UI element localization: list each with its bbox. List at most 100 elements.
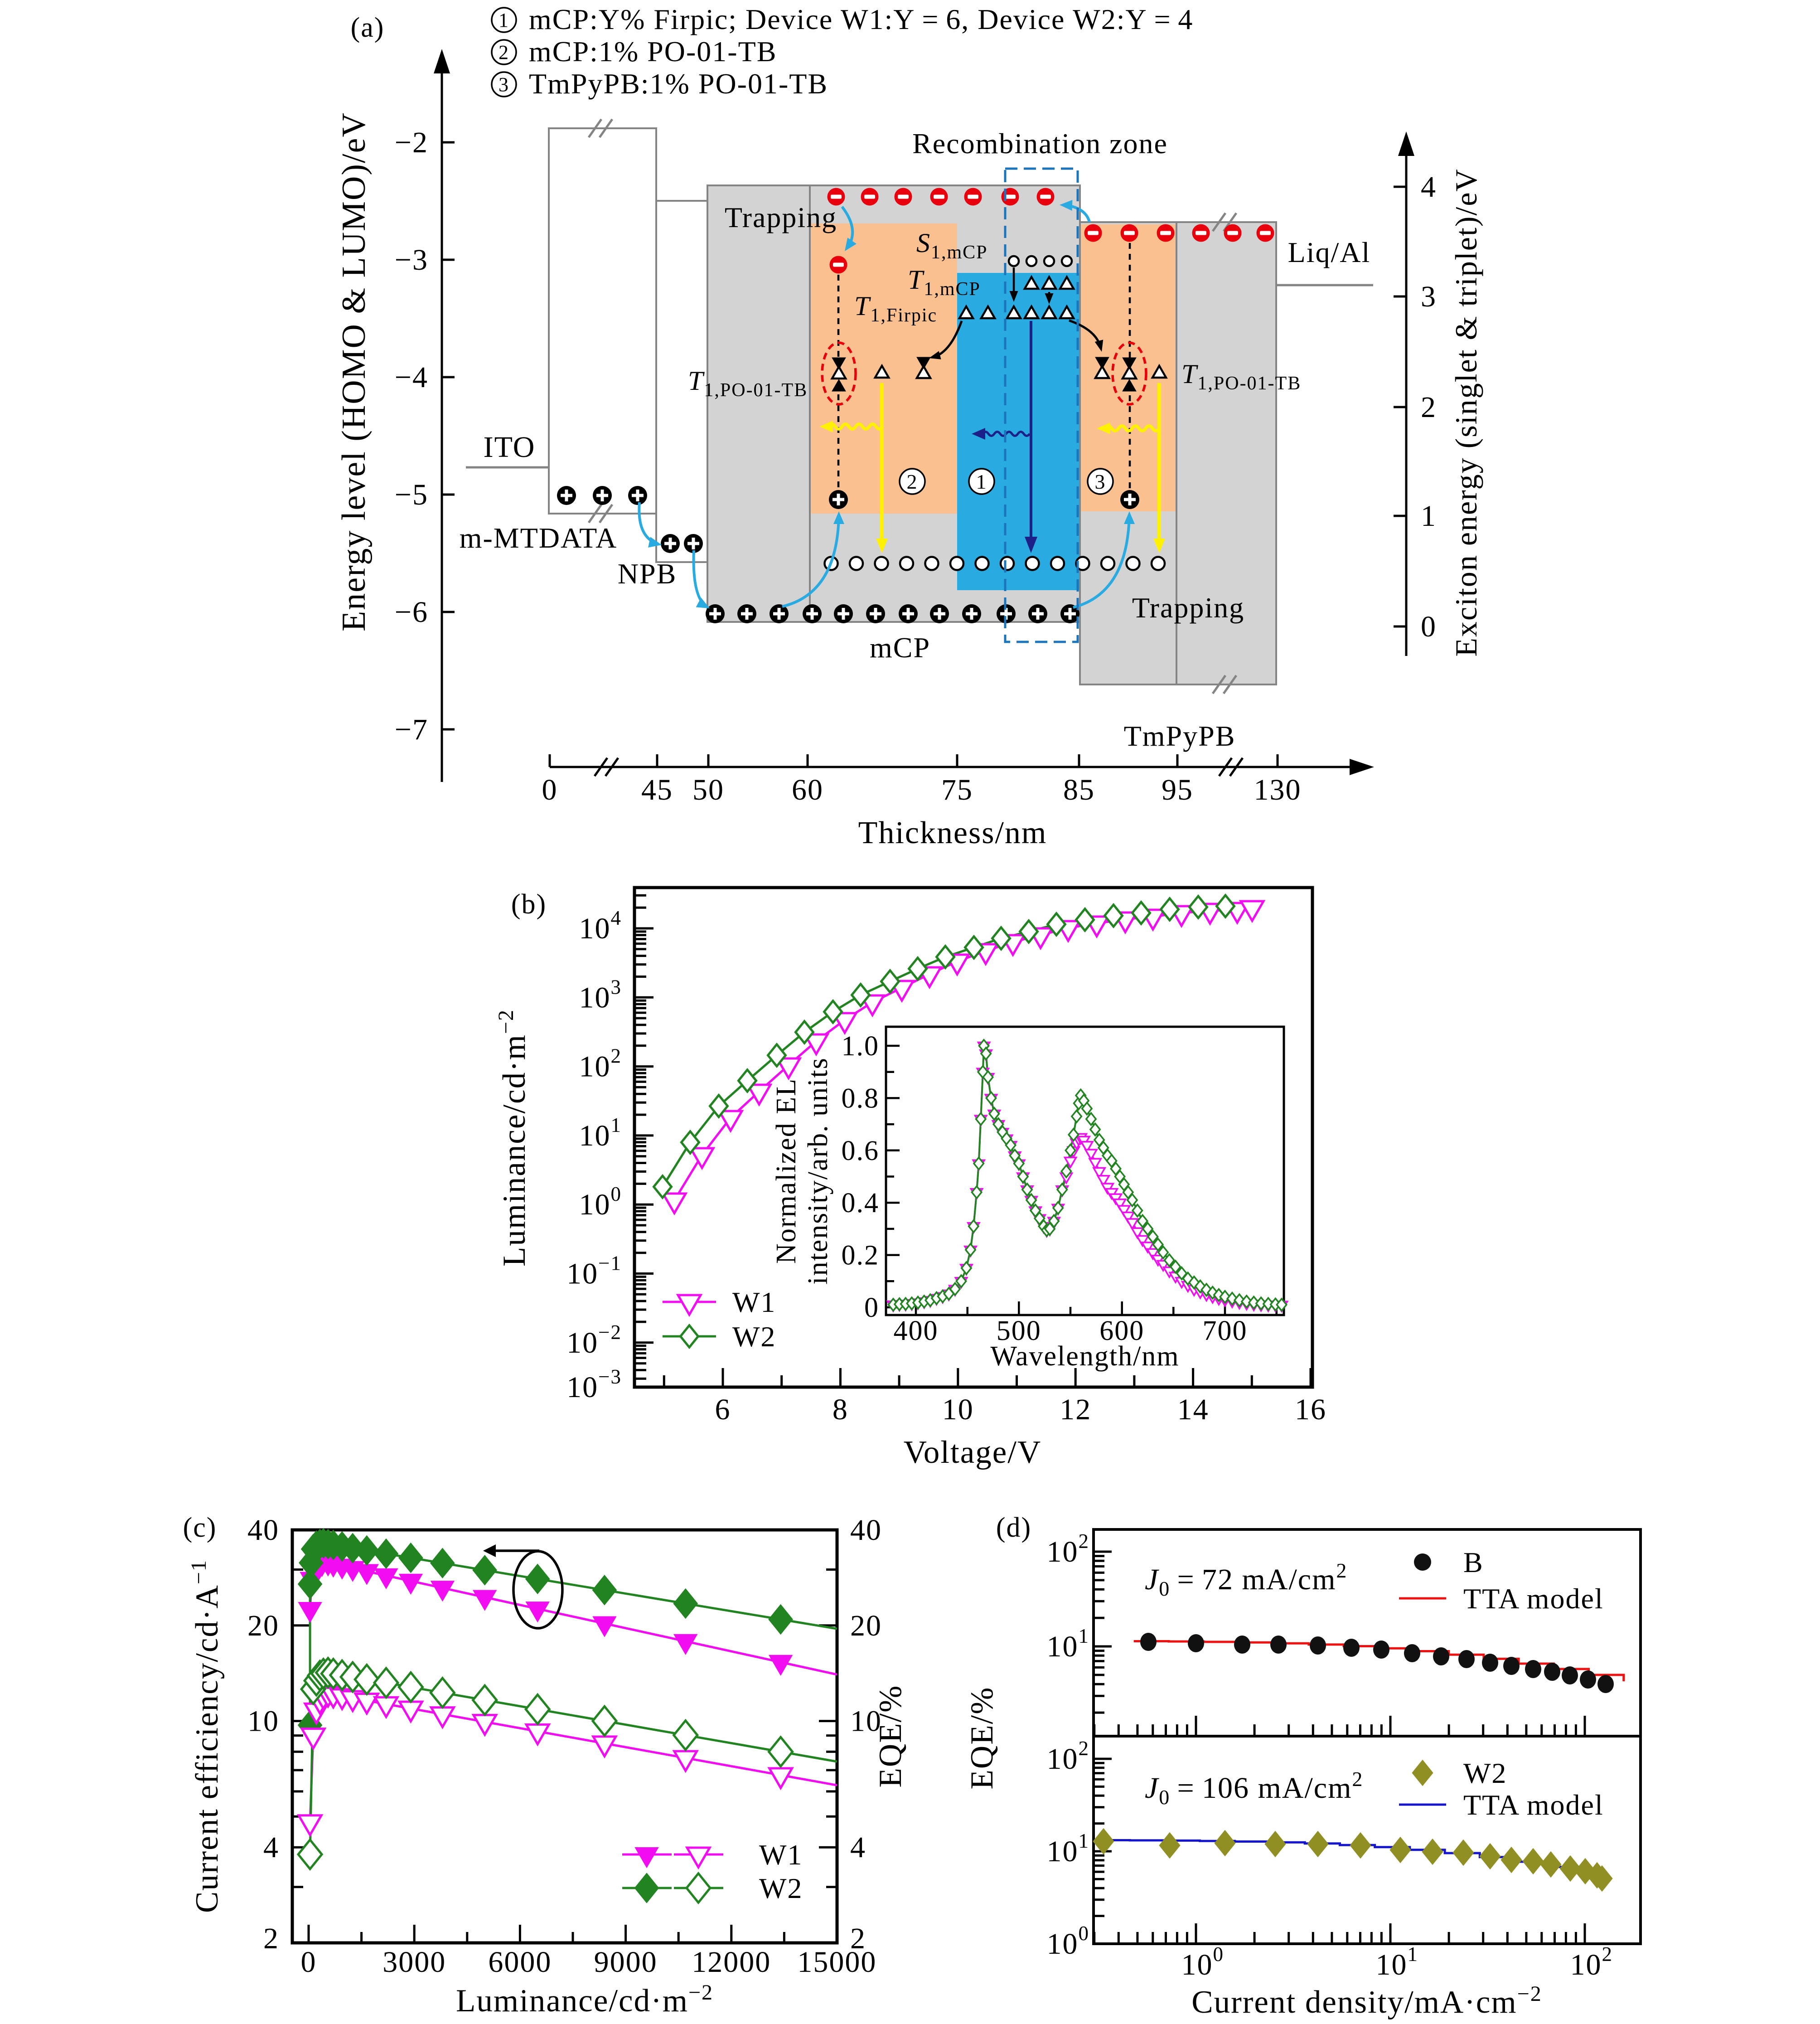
svg-text:−4: −4 xyxy=(395,361,428,394)
svg-text:0: 0 xyxy=(301,1946,317,1979)
svg-text:12000: 12000 xyxy=(692,1946,771,1979)
svg-text:−3: −3 xyxy=(395,243,428,277)
svg-text:700: 700 xyxy=(1203,1315,1248,1346)
svg-text:TTA model: TTA model xyxy=(1463,1582,1604,1615)
svg-text:4: 4 xyxy=(263,1831,279,1864)
svg-text:W2: W2 xyxy=(732,1320,776,1353)
svg-text:15000: 15000 xyxy=(797,1946,876,1979)
svg-text:0.8: 0.8 xyxy=(842,1083,880,1114)
svg-text:1: 1 xyxy=(1421,500,1437,533)
svg-text:0: 0 xyxy=(542,773,558,806)
svg-text:Luminance/cd·m−2: Luminance/cd·m−2 xyxy=(494,1009,532,1267)
svg-text:16: 16 xyxy=(1295,1393,1326,1426)
svg-text:T1,PO-01-TB: T1,PO-01-TB xyxy=(688,366,808,401)
svg-text:4: 4 xyxy=(850,1831,866,1864)
svg-text:mCP: mCP xyxy=(870,631,930,664)
svg-text:400: 400 xyxy=(894,1315,939,1346)
svg-text:(c): (c) xyxy=(183,1512,217,1543)
svg-text:3000: 3000 xyxy=(382,1946,446,1979)
svg-text:600: 600 xyxy=(1099,1315,1144,1346)
svg-text:Exciton energy (singlet & trip: Exciton energy (singlet & triplet)/eV xyxy=(1449,168,1483,656)
svg-text:2: 2 xyxy=(850,1922,866,1955)
svg-text:intensity/arb. units: intensity/arb. units xyxy=(803,1057,833,1285)
svg-text:95: 95 xyxy=(1162,773,1193,806)
svg-text:−7: −7 xyxy=(395,713,428,746)
svg-text:TTA model: TTA model xyxy=(1463,1789,1604,1821)
svg-text:W1: W1 xyxy=(732,1286,776,1318)
svg-text:−5: −5 xyxy=(395,478,428,511)
svg-text:4: 4 xyxy=(1421,170,1437,204)
svg-text:Thickness/nm: Thickness/nm xyxy=(858,815,1047,850)
svg-text:0.2: 0.2 xyxy=(842,1240,880,1271)
svg-text:60: 60 xyxy=(792,773,823,806)
svg-text:m-MTDATA: m-MTDATA xyxy=(460,522,618,554)
svg-text:3: 3 xyxy=(1421,280,1437,313)
svg-text:1.0: 1.0 xyxy=(842,1031,880,1062)
svg-text:T1,mCP: T1,mCP xyxy=(908,265,981,300)
svg-text:Energy level (HOMO & LUMO)/eV: Energy level (HOMO & LUMO)/eV xyxy=(335,112,373,631)
svg-text:50: 50 xyxy=(692,773,724,806)
svg-text:Normalized EL: Normalized EL xyxy=(771,1078,802,1264)
svg-text:0.6: 0.6 xyxy=(842,1136,880,1166)
svg-text:20: 20 xyxy=(850,1609,882,1642)
svg-text:J0 = 72 mA/cm2: J0 = 72 mA/cm2 xyxy=(1145,1559,1347,1600)
svg-text:Trapping: Trapping xyxy=(1132,592,1244,624)
svg-text:14: 14 xyxy=(1177,1393,1209,1426)
svg-text:1: 1 xyxy=(976,470,987,493)
svg-text:2: 2 xyxy=(907,470,918,493)
svg-text:75: 75 xyxy=(941,773,973,806)
svg-text:0.4: 0.4 xyxy=(842,1188,880,1218)
svg-text:(a): (a) xyxy=(351,12,385,43)
svg-text:B: B xyxy=(1463,1546,1484,1578)
svg-text:(b): (b) xyxy=(511,889,547,920)
svg-text:6000: 6000 xyxy=(488,1946,552,1979)
svg-text:W1: W1 xyxy=(759,1839,803,1871)
svg-text:500: 500 xyxy=(997,1315,1041,1346)
svg-text:2: 2 xyxy=(1421,391,1437,424)
svg-text:EQE/%: EQE/% xyxy=(964,1687,1000,1790)
svg-text:T1,Firpic: T1,Firpic xyxy=(854,291,937,326)
svg-text:(d): (d) xyxy=(996,1512,1031,1543)
svg-text:0: 0 xyxy=(1421,610,1437,643)
svg-text:2: 2 xyxy=(263,1922,279,1955)
svg-text:mCP:1% PO-01-TB: mCP:1% PO-01-TB xyxy=(529,35,777,68)
svg-text:−2: −2 xyxy=(395,126,428,159)
svg-text:TmPyPB: TmPyPB xyxy=(1124,720,1236,752)
svg-text:T1,PO-01-TB: T1,PO-01-TB xyxy=(1181,359,1301,394)
svg-text:1: 1 xyxy=(499,9,509,31)
svg-text:Current density/mA·cm−2: Current density/mA·cm−2 xyxy=(1191,1982,1542,2020)
svg-text:130: 130 xyxy=(1254,773,1302,806)
svg-text:Liq/Al: Liq/Al xyxy=(1288,236,1371,268)
svg-text:10: 10 xyxy=(850,1705,882,1738)
svg-text:20: 20 xyxy=(247,1609,279,1642)
svg-text:Recombination zone: Recombination zone xyxy=(912,127,1168,160)
svg-text:10: 10 xyxy=(942,1393,974,1426)
svg-text:40: 40 xyxy=(850,1514,882,1547)
svg-text:NPB: NPB xyxy=(618,558,677,590)
svg-text:Trapping: Trapping xyxy=(725,201,837,233)
svg-text:−6: −6 xyxy=(395,596,428,629)
svg-text:102: 102 xyxy=(1570,1943,1613,1981)
svg-text:45: 45 xyxy=(641,773,673,806)
svg-text:Voltage/V: Voltage/V xyxy=(904,1435,1042,1470)
svg-text:S1,mCP: S1,mCP xyxy=(916,228,988,263)
svg-text:10: 10 xyxy=(247,1705,279,1738)
svg-text:0: 0 xyxy=(864,1292,879,1323)
svg-text:ITO: ITO xyxy=(484,431,536,464)
svg-text:3: 3 xyxy=(499,73,509,96)
svg-text:Current efficiency/cd·A−1: Current efficiency/cd·A−1 xyxy=(187,1559,225,1913)
svg-text:102: 102 xyxy=(1047,1530,1090,1568)
svg-text:TmPyPB:1% PO-01-TB: TmPyPB:1% PO-01-TB xyxy=(529,68,828,100)
svg-text:85: 85 xyxy=(1063,773,1095,806)
svg-text:Luminance/cd·m−2: Luminance/cd·m−2 xyxy=(456,1980,713,2019)
svg-text:W2: W2 xyxy=(1463,1757,1507,1789)
svg-text:Wavelength/nm: Wavelength/nm xyxy=(990,1341,1179,1372)
svg-text:3: 3 xyxy=(1095,470,1106,493)
svg-text:8: 8 xyxy=(833,1393,848,1426)
svg-text:J0 = 106 mA/cm2: J0 = 106 mA/cm2 xyxy=(1145,1767,1363,1809)
svg-text:40: 40 xyxy=(247,1514,279,1547)
svg-text:10−2: 10−2 xyxy=(566,1321,622,1359)
svg-text:6: 6 xyxy=(715,1393,731,1426)
svg-text:mCP:Y% Firpic; Device W1:Y = 6: mCP:Y% Firpic; Device W1:Y = 6, Device W… xyxy=(529,3,1193,35)
svg-text:101: 101 xyxy=(1047,1830,1090,1868)
